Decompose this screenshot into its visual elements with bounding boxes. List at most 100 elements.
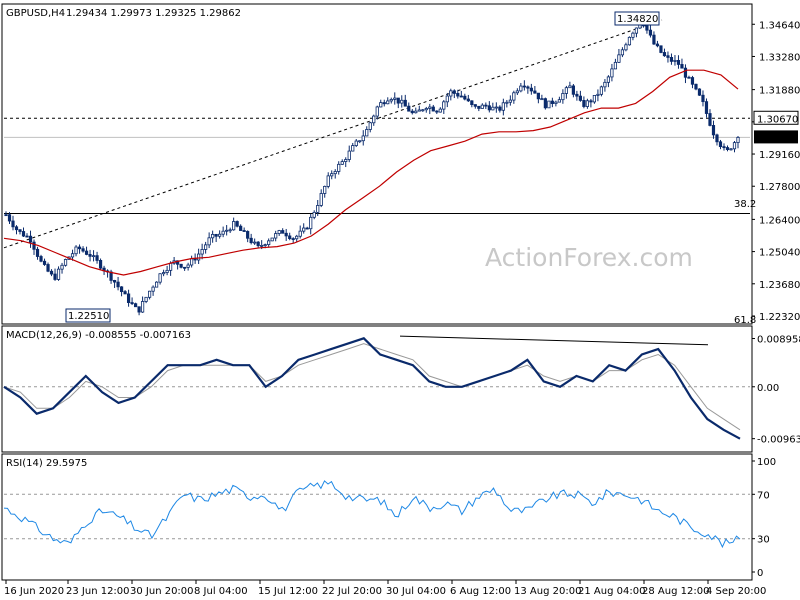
moving-average-line [3,69,739,276]
candle-body [403,99,407,107]
candle-body [56,268,61,280]
x-tick-label: 28 Aug 12:00 [642,586,709,597]
candle-body [155,281,159,288]
candle-body [564,87,568,94]
current-price-label: 1.29862 [757,133,798,144]
candle-body [697,88,702,96]
macd-pane [1,325,753,453]
x-tick-label: 30 Jun 20:00 [130,586,194,597]
candle-body [333,171,337,175]
candle-body [323,185,327,194]
candle-body [473,104,477,107]
candle-body [445,95,449,103]
candle-body [655,43,660,47]
fib-label: 38.2 [734,199,756,210]
candle-body [116,281,120,288]
y-tick-label: 1.27800 [759,182,800,193]
candle-body [347,150,351,160]
rsi-layer: 100 70 30 0 [3,457,776,579]
candle-body [312,211,316,218]
level-tag-label: 1.30670 [757,114,798,125]
candle-body [207,237,211,246]
candle-body [267,240,271,245]
main-pane [1,3,753,325]
candle-body [610,68,614,78]
candle-body [218,233,222,237]
x-tick-label: 21 Aug 04:00 [578,586,645,597]
candle-body [239,225,243,231]
candle-body [232,221,236,231]
x-tick-label: 16 Jun 2020 [4,586,64,597]
candle-body [435,110,439,113]
candle-body [214,233,218,237]
level-tag-box [753,110,799,125]
candle-body [28,235,33,243]
candle-body [662,52,667,57]
macd-title: MACD(12,26,9) -0.008555 -0.007163 [6,330,191,341]
y-tick-label: 1.25040 [759,248,800,259]
candle-body [652,34,656,45]
price-layer: 1.34820 1.22510 38.2 61.8 [3,11,756,326]
x-tick-label: 22 Jul 20:00 [322,586,382,597]
candle-body [95,255,99,261]
candle-body [7,214,12,222]
candle-body [704,101,709,114]
candle-body [133,303,138,308]
candle-body [302,227,306,232]
candle-body [46,264,50,272]
candle-body [508,99,512,103]
candle-body [424,108,428,111]
candle-body [718,141,723,148]
macd-tick-label: 0.008958 [757,335,800,346]
candle-body [81,248,85,252]
macd-divergence-line [399,335,709,346]
candle-body [732,142,737,150]
candle-body [729,148,733,151]
candle-body [491,106,495,111]
candle-body [389,99,393,102]
candle-body [634,27,639,34]
candle-body [70,253,75,258]
y-tick-label: 1.33280 [759,52,800,63]
candle-body [529,87,533,92]
candle-body [648,29,653,36]
candle-body [603,81,607,88]
candle-body [88,254,92,257]
candle-body [319,193,323,206]
candle-body [498,106,502,111]
candle-body [711,125,716,136]
x-tick-label: 4 Sep 20:00 [706,586,766,597]
candle-body [263,244,267,246]
low-annotation-box [65,308,111,323]
candle-body [123,291,127,295]
macd-tick-label: -0.009639 [757,435,800,446]
candle-body [18,229,22,232]
candle-body [571,85,575,95]
candle-body [519,85,523,92]
rsi-tick-label: 100 [757,457,776,468]
candle-body [63,259,68,266]
candle-body [316,205,320,213]
candle-body [351,145,355,152]
candle-body [715,134,719,143]
candle-body [372,115,376,124]
candle-body [393,97,397,100]
candle-body [221,230,225,235]
candle-body [358,140,362,143]
candle-body [344,159,348,162]
candle-body [554,101,558,104]
candle-body [568,85,572,89]
candle-body [645,25,649,31]
candle-body [701,94,705,103]
candle-body [186,264,190,268]
candle-body [725,147,730,150]
y-tick-label: 1.23680 [759,280,800,291]
candle-body [330,173,334,177]
candle-body [126,293,131,303]
candle-body [431,106,435,112]
candle-body [204,244,208,250]
candle-body [578,95,582,101]
candle-body [631,32,635,38]
candle-body [533,90,537,94]
candle-body [340,161,344,165]
